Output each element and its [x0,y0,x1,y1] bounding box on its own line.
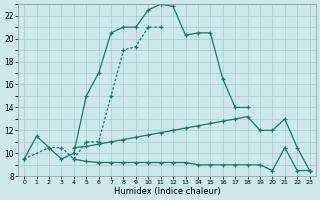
X-axis label: Humidex (Indice chaleur): Humidex (Indice chaleur) [114,187,220,196]
